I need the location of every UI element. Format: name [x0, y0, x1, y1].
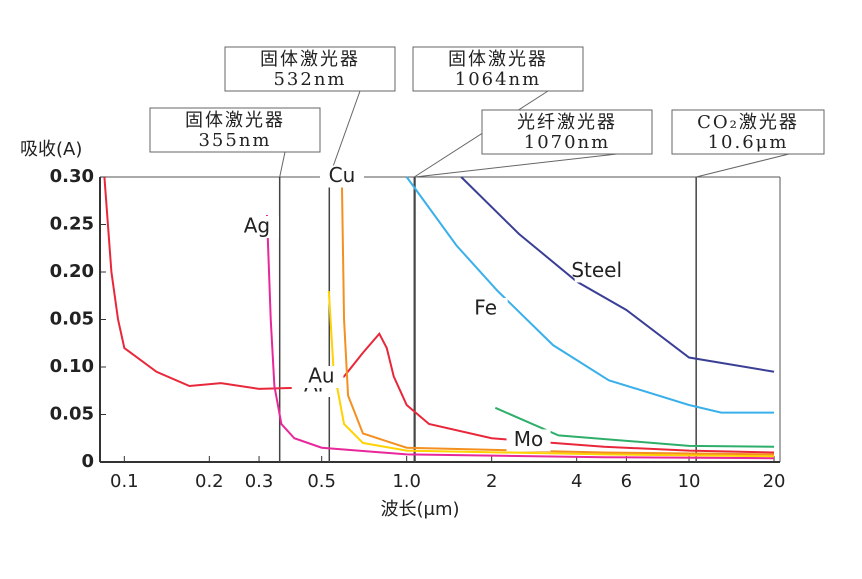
label-bg	[463, 298, 508, 320]
y-tick-label: 0.10	[50, 356, 94, 377]
curve	[340, 186, 775, 456]
y-tick-label: 0.25	[50, 214, 94, 235]
laser-wavelength: 532nm	[273, 69, 346, 90]
x-tick-label: 4	[571, 471, 582, 492]
laser-name: 固体激光器	[185, 110, 285, 131]
series-label: Cu	[329, 163, 356, 187]
label-bg	[319, 165, 364, 188]
label-bg	[506, 429, 551, 452]
x-tick-label: 2	[486, 471, 497, 492]
laser-name: 光纤激光器	[517, 112, 617, 133]
x-tick-label: 0.5	[307, 471, 336, 492]
series-label: Ag	[244, 214, 270, 238]
laser-box	[671, 109, 825, 155]
laser-wavelength: 10.6μm	[708, 132, 789, 153]
curve	[405, 176, 775, 414]
curve	[265, 214, 775, 460]
x-axis-label: 波长(μm)	[380, 499, 459, 520]
laser-box	[224, 46, 396, 92]
laser-wavelength: 1070nm	[524, 132, 610, 153]
y-tick-label: 0.05	[50, 404, 94, 425]
leader	[696, 153, 790, 178]
series-label: Fe	[474, 296, 497, 320]
y-tick-label: 0.05	[50, 309, 94, 330]
x-tick-label: 6	[621, 471, 632, 492]
y-axis-label: 吸收(A)	[20, 139, 82, 160]
laser-name: 固体激光器	[448, 49, 548, 70]
laser-name: CO₂激光器	[697, 112, 799, 133]
laser-box	[481, 109, 653, 155]
y-tick-label: 0.20	[50, 261, 94, 282]
curve	[494, 406, 775, 448]
leader	[328, 90, 361, 178]
curve	[103, 176, 775, 454]
series-label: Mo	[514, 427, 544, 451]
x-tick-label: 0.2	[195, 471, 224, 492]
x-tick-label: 20	[763, 471, 786, 492]
x-tick-label: 0.3	[245, 471, 274, 492]
label-bg	[299, 366, 344, 388]
laser-box	[149, 107, 321, 153]
laser-wavelength: 1064nm	[455, 69, 541, 90]
series-label: Steel	[571, 258, 622, 282]
laser-name: 固体激光器	[260, 49, 360, 70]
y-tick-label: 0	[81, 451, 94, 472]
x-tick-label: 0.1	[110, 471, 139, 492]
label-bg	[574, 260, 619, 283]
y-tick-label: 0.30	[50, 166, 94, 187]
leader	[279, 151, 286, 178]
series-label: Au	[308, 364, 334, 388]
leader	[414, 153, 618, 178]
leader	[414, 90, 549, 178]
curve	[460, 176, 775, 373]
label-bg	[234, 216, 279, 238]
x-tick-label: 10	[678, 471, 701, 492]
laser-wavelength: 355nm	[198, 130, 271, 151]
laser-box	[412, 46, 584, 92]
x-tick-label: 1.0	[392, 471, 421, 492]
